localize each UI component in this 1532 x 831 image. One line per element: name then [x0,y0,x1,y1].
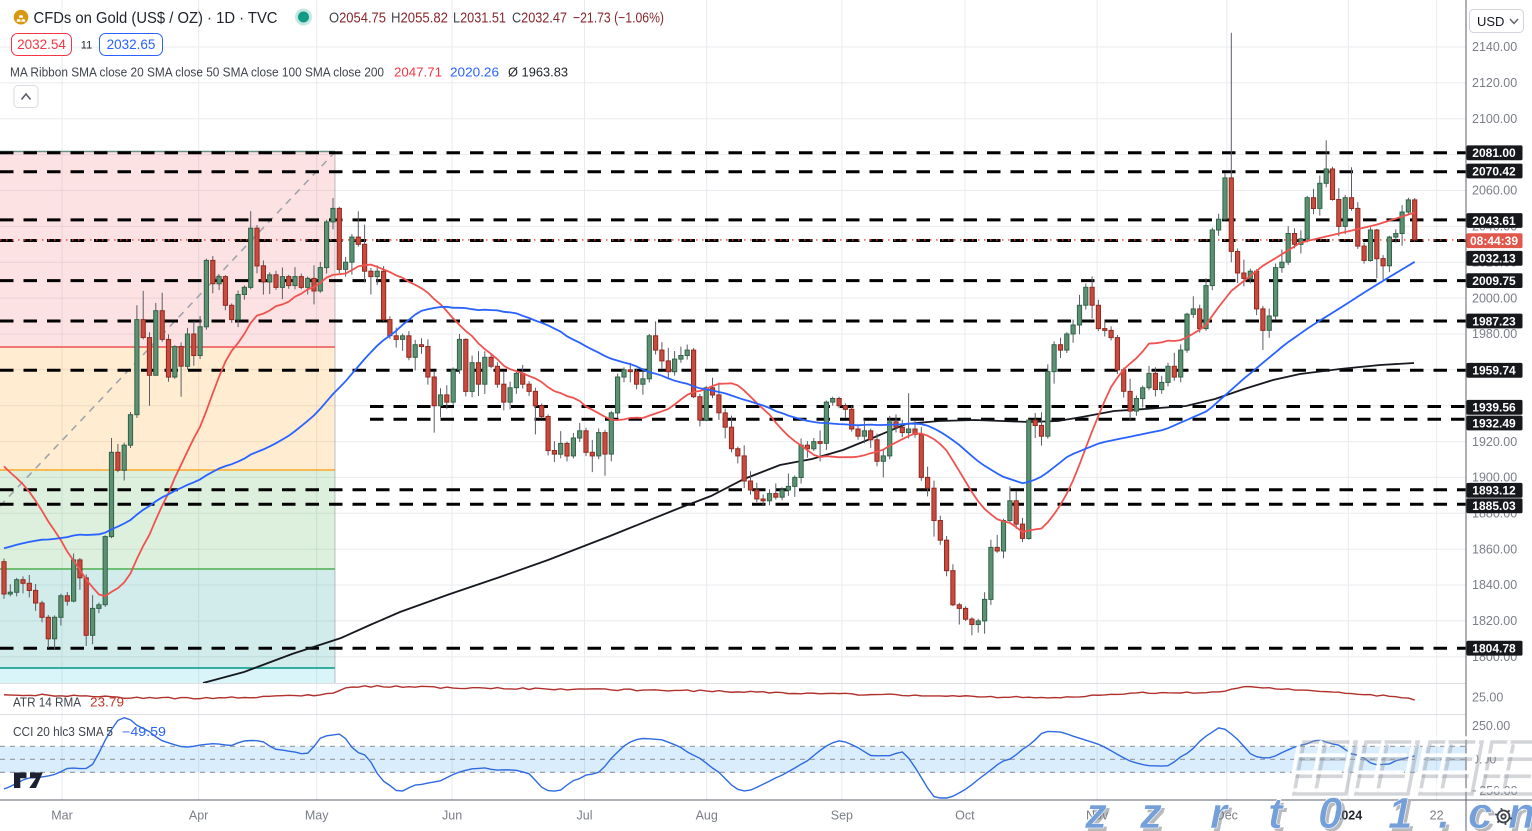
svg-text:Nov: Nov [1086,809,1109,823]
svg-text:−49.59: −49.59 [122,725,166,739]
svg-text:25.00: 25.00 [1472,690,1503,704]
svg-text:08:44:39: 08:44:39 [1470,234,1518,248]
svg-text:1932.49: 1932.49 [1472,416,1516,430]
svg-text:2047.71: 2047.71 [394,66,442,80]
svg-text:r: r [1213,792,1233,831]
svg-text:O2054.75: O2054.75 [329,11,386,27]
svg-text:L2031.51: L2031.51 [453,11,506,27]
svg-text:1959.74: 1959.74 [1472,364,1516,378]
svg-text:Apr: Apr [189,809,208,823]
svg-text:2024: 2024 [1334,809,1362,823]
svg-text:Dec: Dec [1216,809,1238,823]
svg-text:2081.00: 2081.00 [1472,146,1516,160]
svg-text:1885.03: 1885.03 [1472,499,1516,513]
svg-text:2060.00: 2060.00 [1472,184,1517,198]
svg-text:ATR 14 RMA: ATR 14 RMA [13,696,82,710]
svg-text:USD: USD [1477,14,1504,29]
svg-text:1980.00: 1980.00 [1472,327,1517,341]
svg-text:C2032.47: C2032.47 [512,11,567,27]
svg-text:1: 1 [1388,789,1412,831]
svg-text:1804.78: 1804.78 [1472,642,1516,656]
svg-text:2009.75: 2009.75 [1472,274,1516,288]
svg-text:z: z [1084,789,1107,831]
svg-text:2000.00: 2000.00 [1472,291,1517,305]
svg-text:1840.00: 1840.00 [1472,578,1517,592]
svg-text:Jul: Jul [577,809,593,823]
svg-text:t: t [1271,792,1288,831]
svg-text:11: 11 [81,40,92,52]
svg-text:1939.56: 1939.56 [1472,401,1516,415]
svg-text:t: t [1268,789,1285,831]
svg-text:1920.00: 1920.00 [1472,435,1517,449]
svg-text:Ø 1963.83: Ø 1963.83 [508,66,568,80]
svg-text:1820.00: 1820.00 [1472,614,1517,628]
svg-text:1860.00: 1860.00 [1472,542,1517,556]
svg-text:1893.12: 1893.12 [1472,484,1516,498]
svg-text:2070.42: 2070.42 [1472,164,1516,178]
svg-text:2032.54: 2032.54 [17,37,66,52]
svg-text:Aug: Aug [696,809,718,823]
svg-text:2032.13: 2032.13 [1472,252,1516,266]
svg-text:2120.00: 2120.00 [1472,76,1517,90]
svg-text:c: c [1471,792,1495,831]
svg-text:n: n [1508,789,1532,831]
svg-text:0: 0 [1321,792,1346,831]
svg-text:MA Ribbon SMA close 20 SMA clo: MA Ribbon SMA close 20 SMA close 50 SMA … [10,66,384,80]
svg-text:H2055.82: H2055.82 [391,11,448,27]
svg-text:r: r [1210,789,1230,831]
svg-text:CFDs on Gold (US$ / OZ) · 1D ·: CFDs on Gold (US$ / OZ) · 1D · TVC [34,10,278,27]
svg-text:n: n [1511,792,1532,831]
svg-text:Sep: Sep [831,809,853,823]
svg-text:2140.00: 2140.00 [1472,40,1517,54]
svg-text:c: c [1468,789,1492,831]
svg-text:1: 1 [1391,792,1415,831]
svg-text:22: 22 [1430,809,1444,823]
svg-text:2020.26: 2020.26 [450,66,499,80]
svg-text:z: z [1139,789,1162,831]
svg-text:CCI 20 hlc3 SMA 5: CCI 20 hlc3 SMA 5 [13,725,113,739]
svg-text:2032.65: 2032.65 [107,37,156,52]
svg-text:2043.61: 2043.61 [1472,214,1516,228]
svg-text:1900.00: 1900.00 [1472,471,1517,485]
svg-text:Mar: Mar [51,809,73,823]
svg-text:z: z [1142,792,1165,831]
svg-text:Jun: Jun [442,809,462,823]
svg-text:1987.23: 1987.23 [1472,314,1516,328]
svg-text:May: May [305,809,329,823]
svg-text:z: z [1087,792,1110,831]
svg-text:.: . [1438,789,1450,831]
svg-text:.: . [1441,792,1453,831]
svg-text:Oct: Oct [955,809,975,823]
svg-text:0: 0 [1318,789,1343,831]
svg-text:250.00: 250.00 [1472,719,1510,733]
svg-text:23.79: 23.79 [90,696,124,710]
svg-text:2100.00: 2100.00 [1472,112,1517,126]
svg-text:−21.73 (−1.06%): −21.73 (−1.06%) [573,11,664,27]
